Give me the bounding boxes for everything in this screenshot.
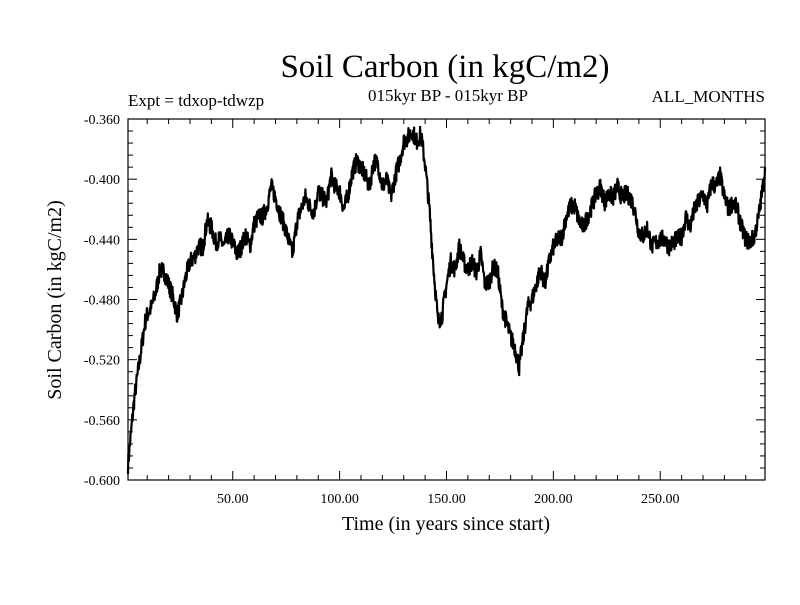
x-tick-label: 100.00: [320, 492, 359, 507]
y-tick-label: -0.440: [84, 233, 120, 248]
y-tick-label: -0.520: [84, 354, 120, 369]
plot-frame: [127, 118, 766, 481]
y-tick-label: -0.480: [84, 294, 120, 309]
x-tick-label: 250.00: [641, 492, 680, 507]
y-tick-label: -0.600: [84, 474, 120, 489]
y-tick-label: -0.400: [84, 173, 120, 188]
y-tick-label: -0.360: [84, 113, 120, 128]
tick-labels: 50.00 100.00 150.00 200.00 250.00 -0.600 -0.56…: [84, 113, 680, 507]
experiment-label: Expt = tdxop-tdwzp: [128, 91, 264, 110]
chart-subtitle: 015kyr BP - 015kyr BP: [368, 86, 528, 105]
series-line: [126, 125, 767, 475]
x-axis-label: Time (in years since start): [342, 513, 550, 535]
x-tick-label: 200.00: [534, 492, 573, 507]
x-tick-label: 50.00: [217, 492, 249, 507]
months-label: ALL_MONTHS: [652, 87, 765, 106]
y-tick-label: -0.560: [84, 414, 120, 429]
y-axis-label: Soil Carbon (in kgC/m2): [44, 200, 66, 399]
chart-title: Soil Carbon (in kgC/m2): [280, 49, 609, 85]
x-tick-label: 150.00: [427, 492, 466, 507]
